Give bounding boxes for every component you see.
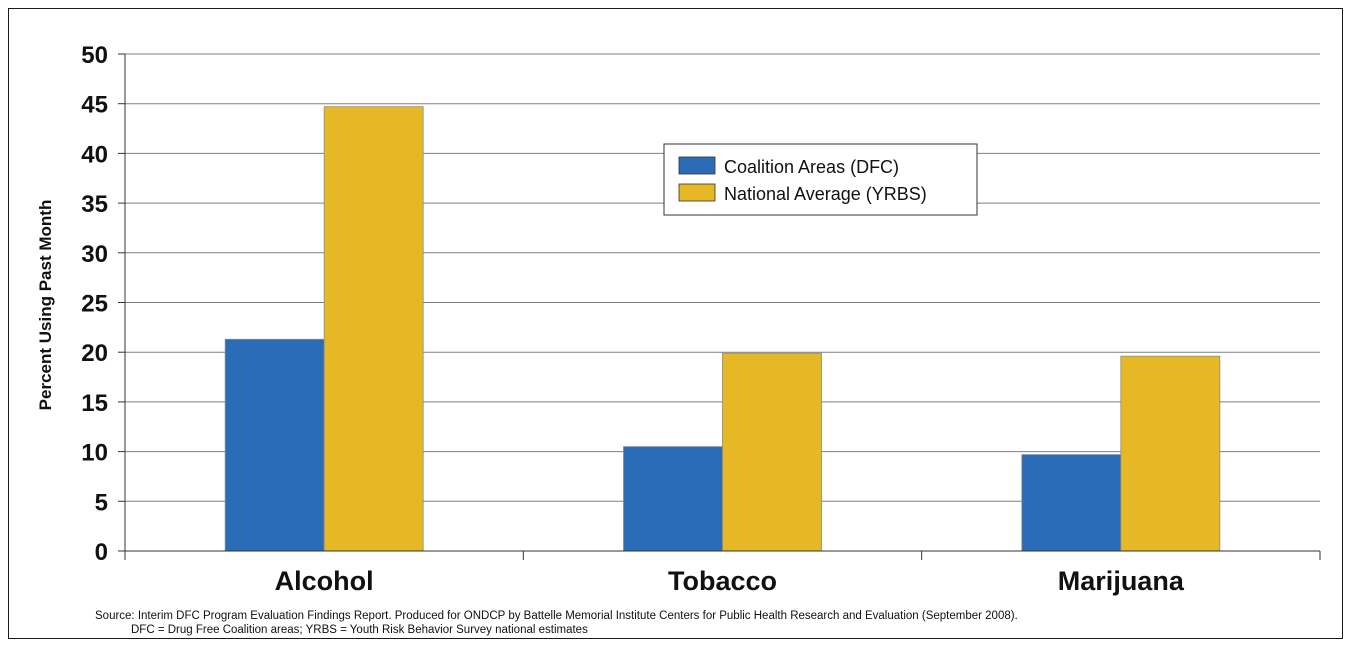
legend-label-national: National Average (YRBS) — [724, 184, 927, 204]
legend-box — [663, 143, 978, 216]
bar-tobacco-coalition — [623, 446, 723, 552]
y-tick-label: 45 — [81, 92, 108, 119]
y-tick-label: 15 — [81, 390, 108, 417]
y-axis-label: Percent Using Past Month — [36, 200, 55, 411]
axes — [118, 53, 1321, 560]
y-tick-label: 50 — [81, 42, 108, 69]
legend: Coalition Areas (DFC) National Average (… — [663, 143, 978, 216]
y-tick-label: 20 — [81, 340, 108, 367]
bar-alcohol-coalition — [224, 338, 325, 552]
legend-swatch-national — [678, 183, 716, 202]
y-tick-label: 0 — [95, 539, 108, 566]
bar-marijuana-coalition — [1021, 454, 1122, 552]
source-note: Source: Interim DFC Program Evaluation F… — [95, 610, 1018, 622]
y-tick-label: 40 — [81, 141, 108, 168]
abbreviation-note: DFC = Drug Free Coalition areas; YRBS = … — [131, 624, 588, 636]
category-labels: Alcohol Tobacco Marijuana — [275, 566, 1185, 596]
bar-alcohol-national — [323, 106, 424, 552]
bar-tobacco-national — [722, 352, 822, 552]
bar-marijuana-national — [1120, 355, 1221, 552]
y-tick-label: 25 — [81, 291, 108, 318]
category-label: Tobacco — [668, 566, 777, 596]
category-label: Alcohol — [275, 566, 374, 596]
legend-label-coalition: Coalition Areas (DFC) — [724, 157, 899, 177]
category-label: Marijuana — [1058, 566, 1185, 596]
y-tick-labels: 0 5 10 15 20 25 30 35 40 45 50 — [81, 42, 108, 566]
legend-swatch-coalition — [678, 156, 716, 175]
y-tick-label: 10 — [81, 440, 108, 467]
y-tick-label: 30 — [81, 241, 108, 268]
y-tick-label: 35 — [81, 191, 108, 218]
y-tick-label: 5 — [95, 489, 108, 516]
